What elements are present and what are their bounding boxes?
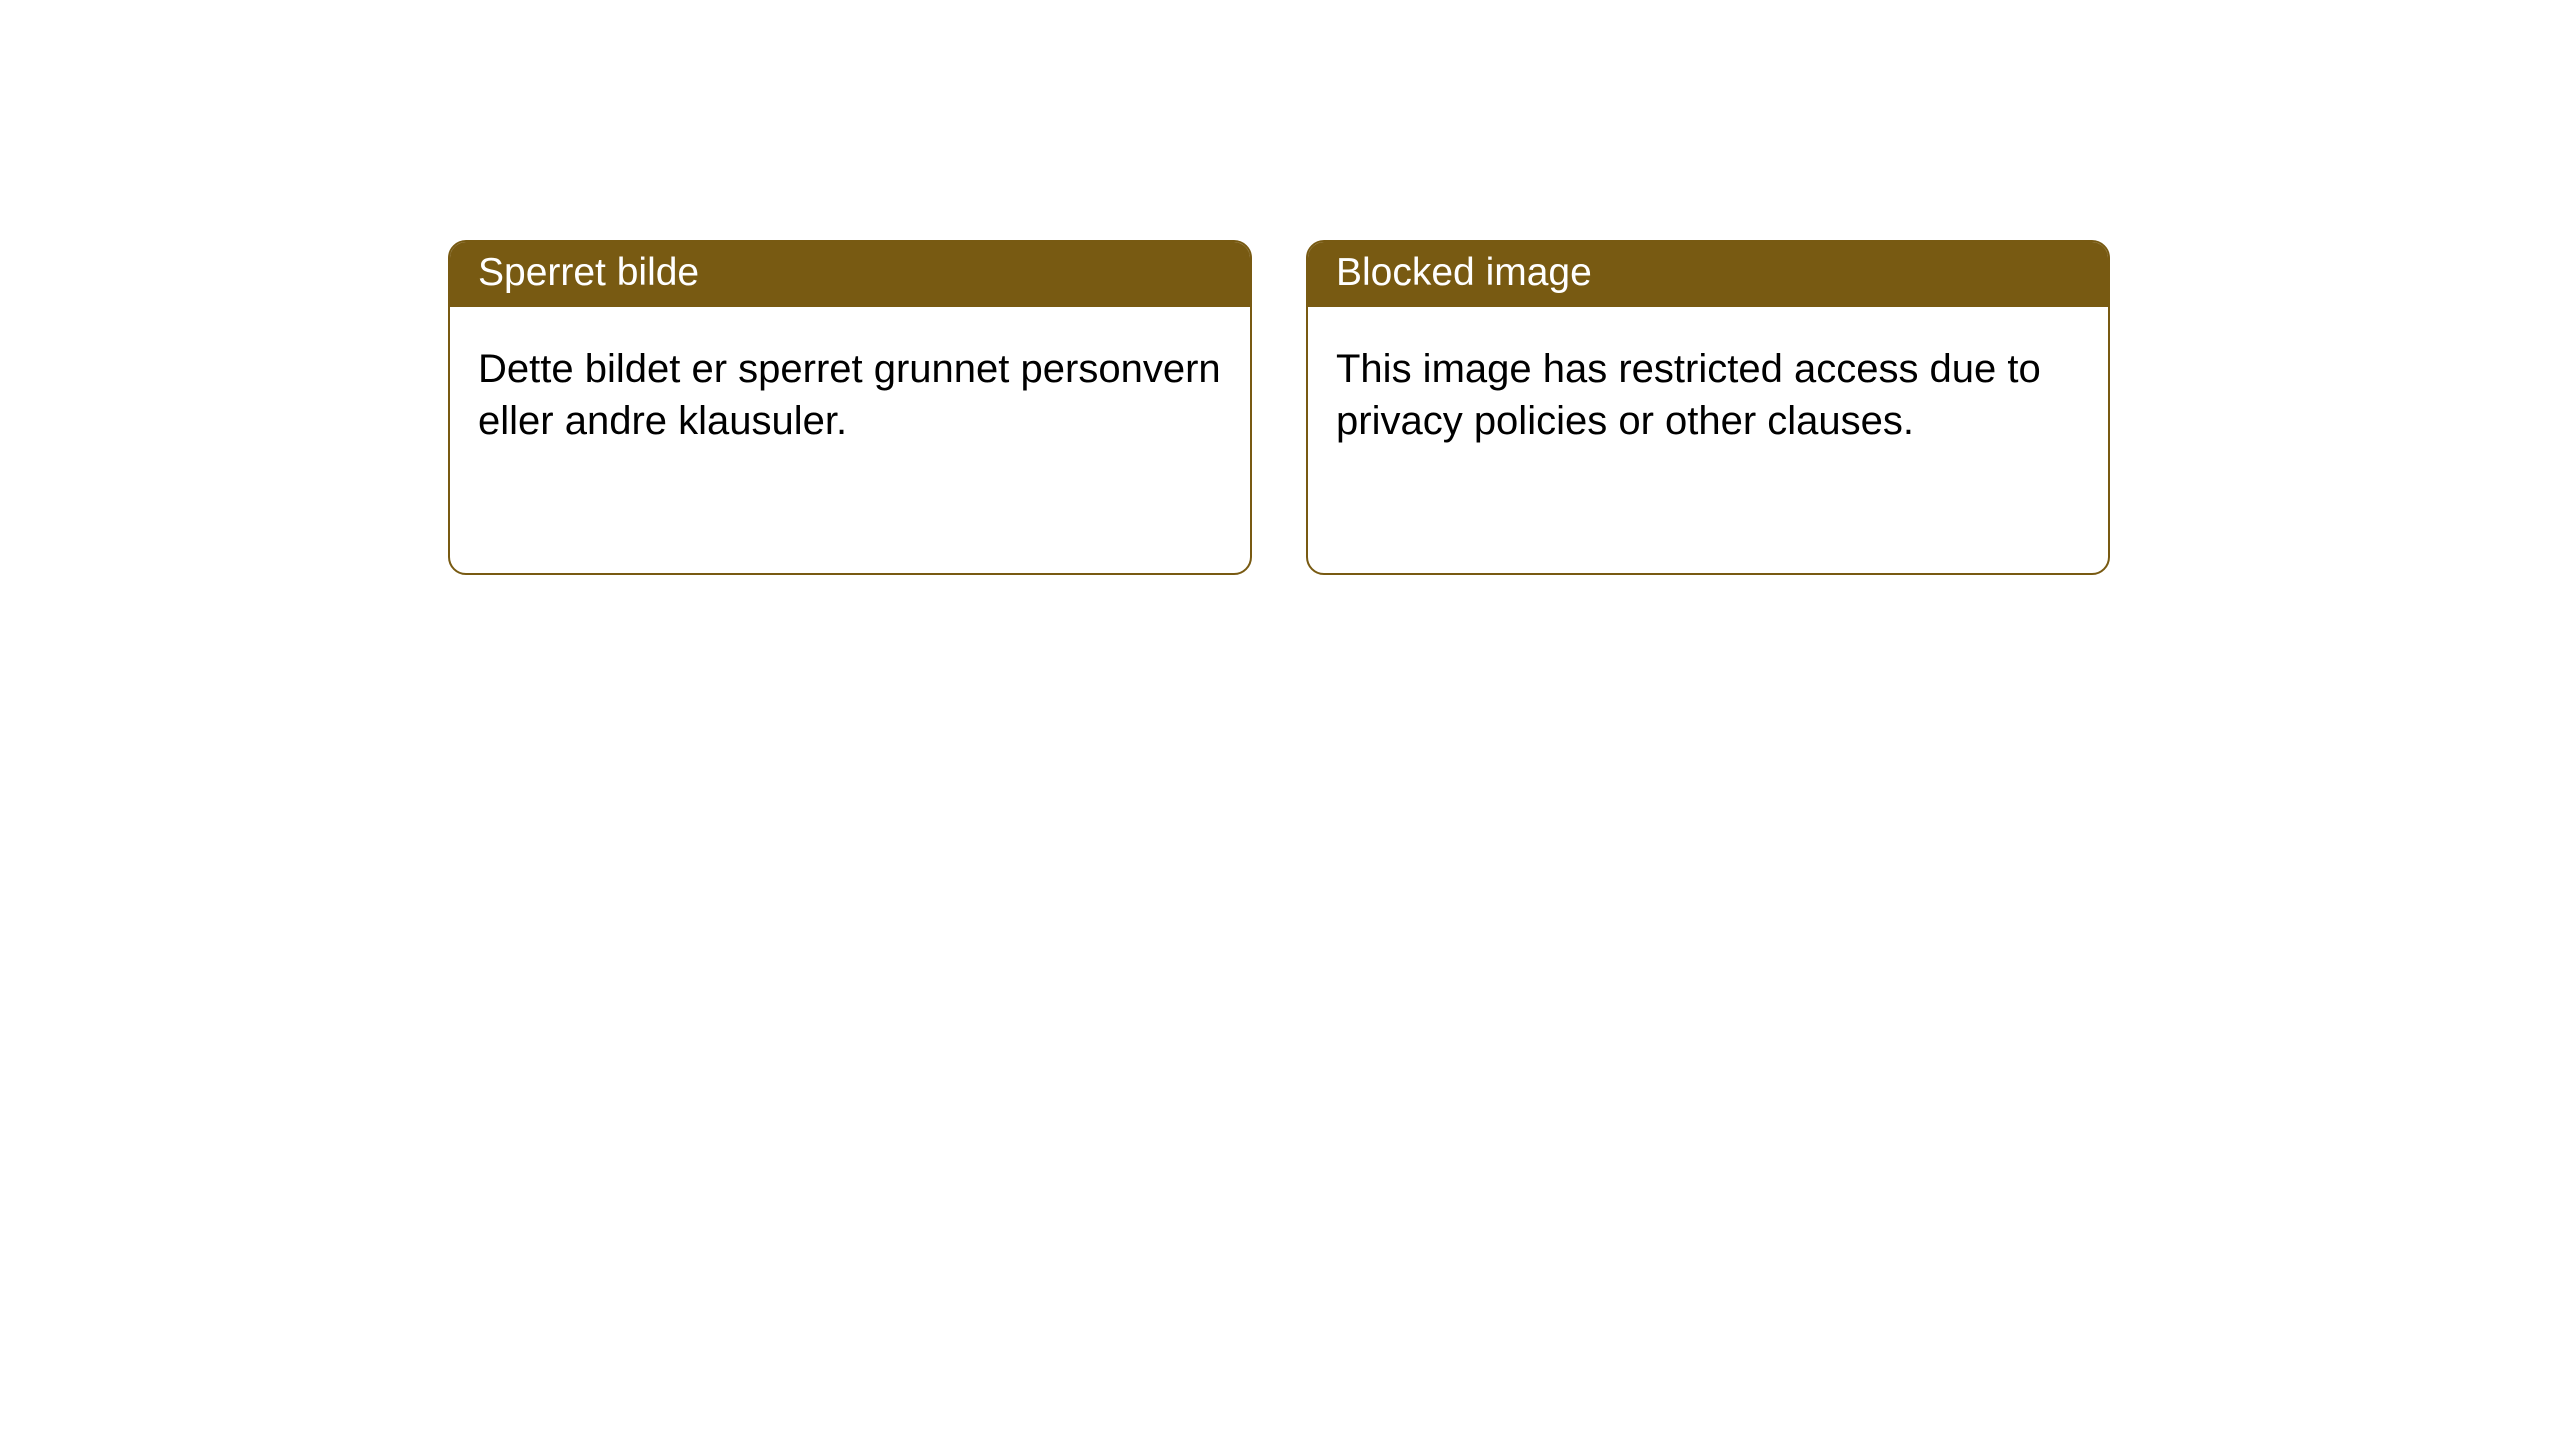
notice-title-no: Sperret bilde xyxy=(450,242,1250,307)
notice-container: Sperret bilde Dette bildet er sperret gr… xyxy=(0,0,2560,575)
notice-body-no: Dette bildet er sperret grunnet personve… xyxy=(450,307,1250,475)
notice-card-no: Sperret bilde Dette bildet er sperret gr… xyxy=(448,240,1252,575)
notice-card-en: Blocked image This image has restricted … xyxy=(1306,240,2110,575)
notice-body-en: This image has restricted access due to … xyxy=(1308,307,2108,475)
notice-title-en: Blocked image xyxy=(1308,242,2108,307)
